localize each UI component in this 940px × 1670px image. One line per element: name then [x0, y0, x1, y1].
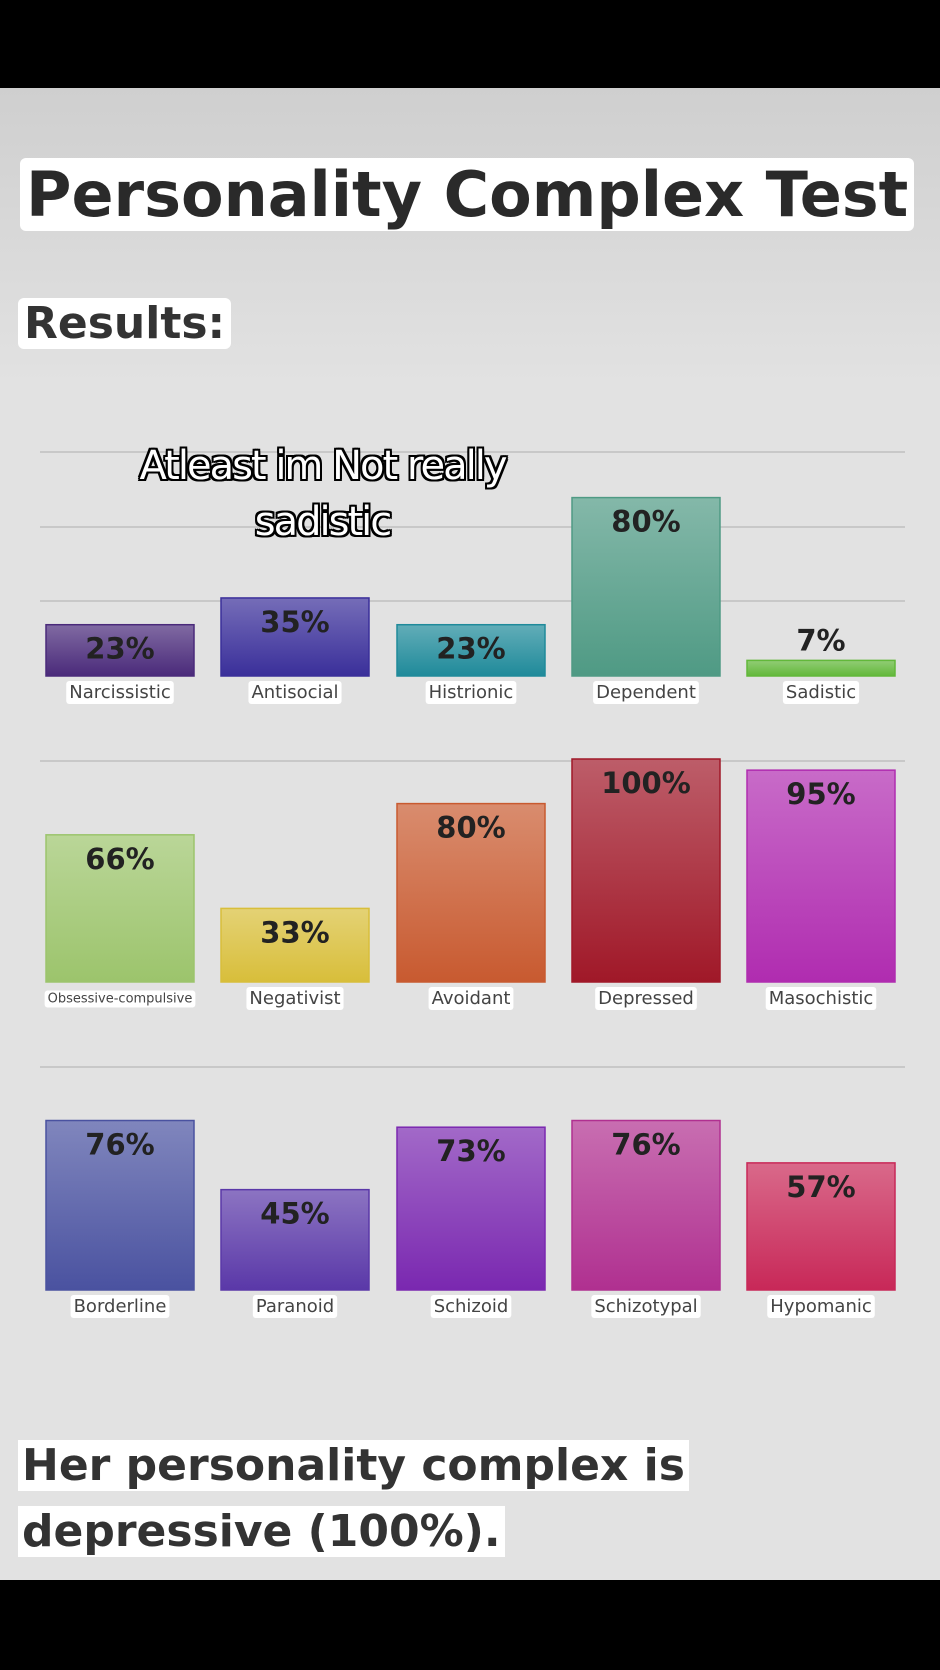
bar — [220, 597, 370, 677]
category-label: Sadistic — [786, 682, 856, 703]
bar — [746, 769, 896, 983]
value-label: 76% — [611, 1128, 680, 1162]
category-label: Borderline — [74, 1296, 167, 1317]
value-label: 80% — [436, 811, 505, 845]
category-label: Schizotypal — [594, 1296, 697, 1317]
conclusion: Her personality complex is depressive (1… — [18, 1433, 898, 1565]
category-label: Hypomanic — [770, 1296, 872, 1317]
bar — [45, 1119, 195, 1291]
bar — [396, 623, 546, 677]
bar — [571, 758, 721, 983]
category-label: Dependent — [596, 682, 696, 703]
grid — [40, 451, 905, 1068]
category-label: Avoidant — [432, 988, 511, 1009]
bar — [220, 1188, 370, 1291]
value-label: 80% — [611, 505, 680, 539]
bar — [746, 659, 896, 677]
bar — [396, 802, 546, 983]
charts: 23% Narcissistic 35% Antisocial 23% Histrioni… — [40, 451, 905, 1318]
page-title: Personality Complex Test — [20, 158, 915, 231]
category-label: Narcissistic — [69, 682, 171, 703]
category-label: Schizoid — [434, 1296, 509, 1317]
conclusion-text: Her personality complex is depressive (1… — [18, 1440, 689, 1557]
bar — [396, 1126, 546, 1291]
value-label: 100% — [601, 766, 691, 800]
results-heading: Results: — [18, 298, 232, 349]
title-text: Personality Complex Test — [20, 158, 915, 231]
bar — [571, 496, 721, 677]
category-label: Depressed — [598, 988, 694, 1009]
category-label: Histrionic — [429, 682, 514, 703]
category-label: Masochistic — [769, 988, 874, 1009]
bar — [571, 1119, 721, 1291]
bar — [45, 623, 195, 677]
value-label: 66% — [85, 842, 154, 876]
value-label: 7% — [796, 623, 845, 657]
value-label: 57% — [786, 1170, 855, 1204]
value-label: 45% — [260, 1197, 329, 1231]
value-label: 35% — [260, 605, 329, 639]
bar — [746, 1162, 896, 1291]
screen: 23% Narcissistic 35% Antisocial 23% Histrioni… — [0, 88, 940, 1580]
category-label: Antisocial — [251, 682, 338, 703]
value-label: 76% — [85, 1128, 154, 1162]
value-label: 23% — [85, 632, 154, 666]
category-label: Negativist — [249, 988, 340, 1009]
value-label: 33% — [260, 915, 329, 949]
overlay-caption: Atleast im Not really sadistic — [139, 443, 508, 545]
value-label: 95% — [786, 777, 855, 811]
value-label: 23% — [436, 632, 505, 666]
value-label: 73% — [436, 1134, 505, 1168]
bar — [45, 834, 195, 983]
bar — [220, 907, 370, 983]
subtitle-text: Results: — [18, 298, 232, 349]
category-label: Obsessive-compulsive — [48, 992, 193, 1007]
category-label: Paranoid — [256, 1296, 334, 1317]
